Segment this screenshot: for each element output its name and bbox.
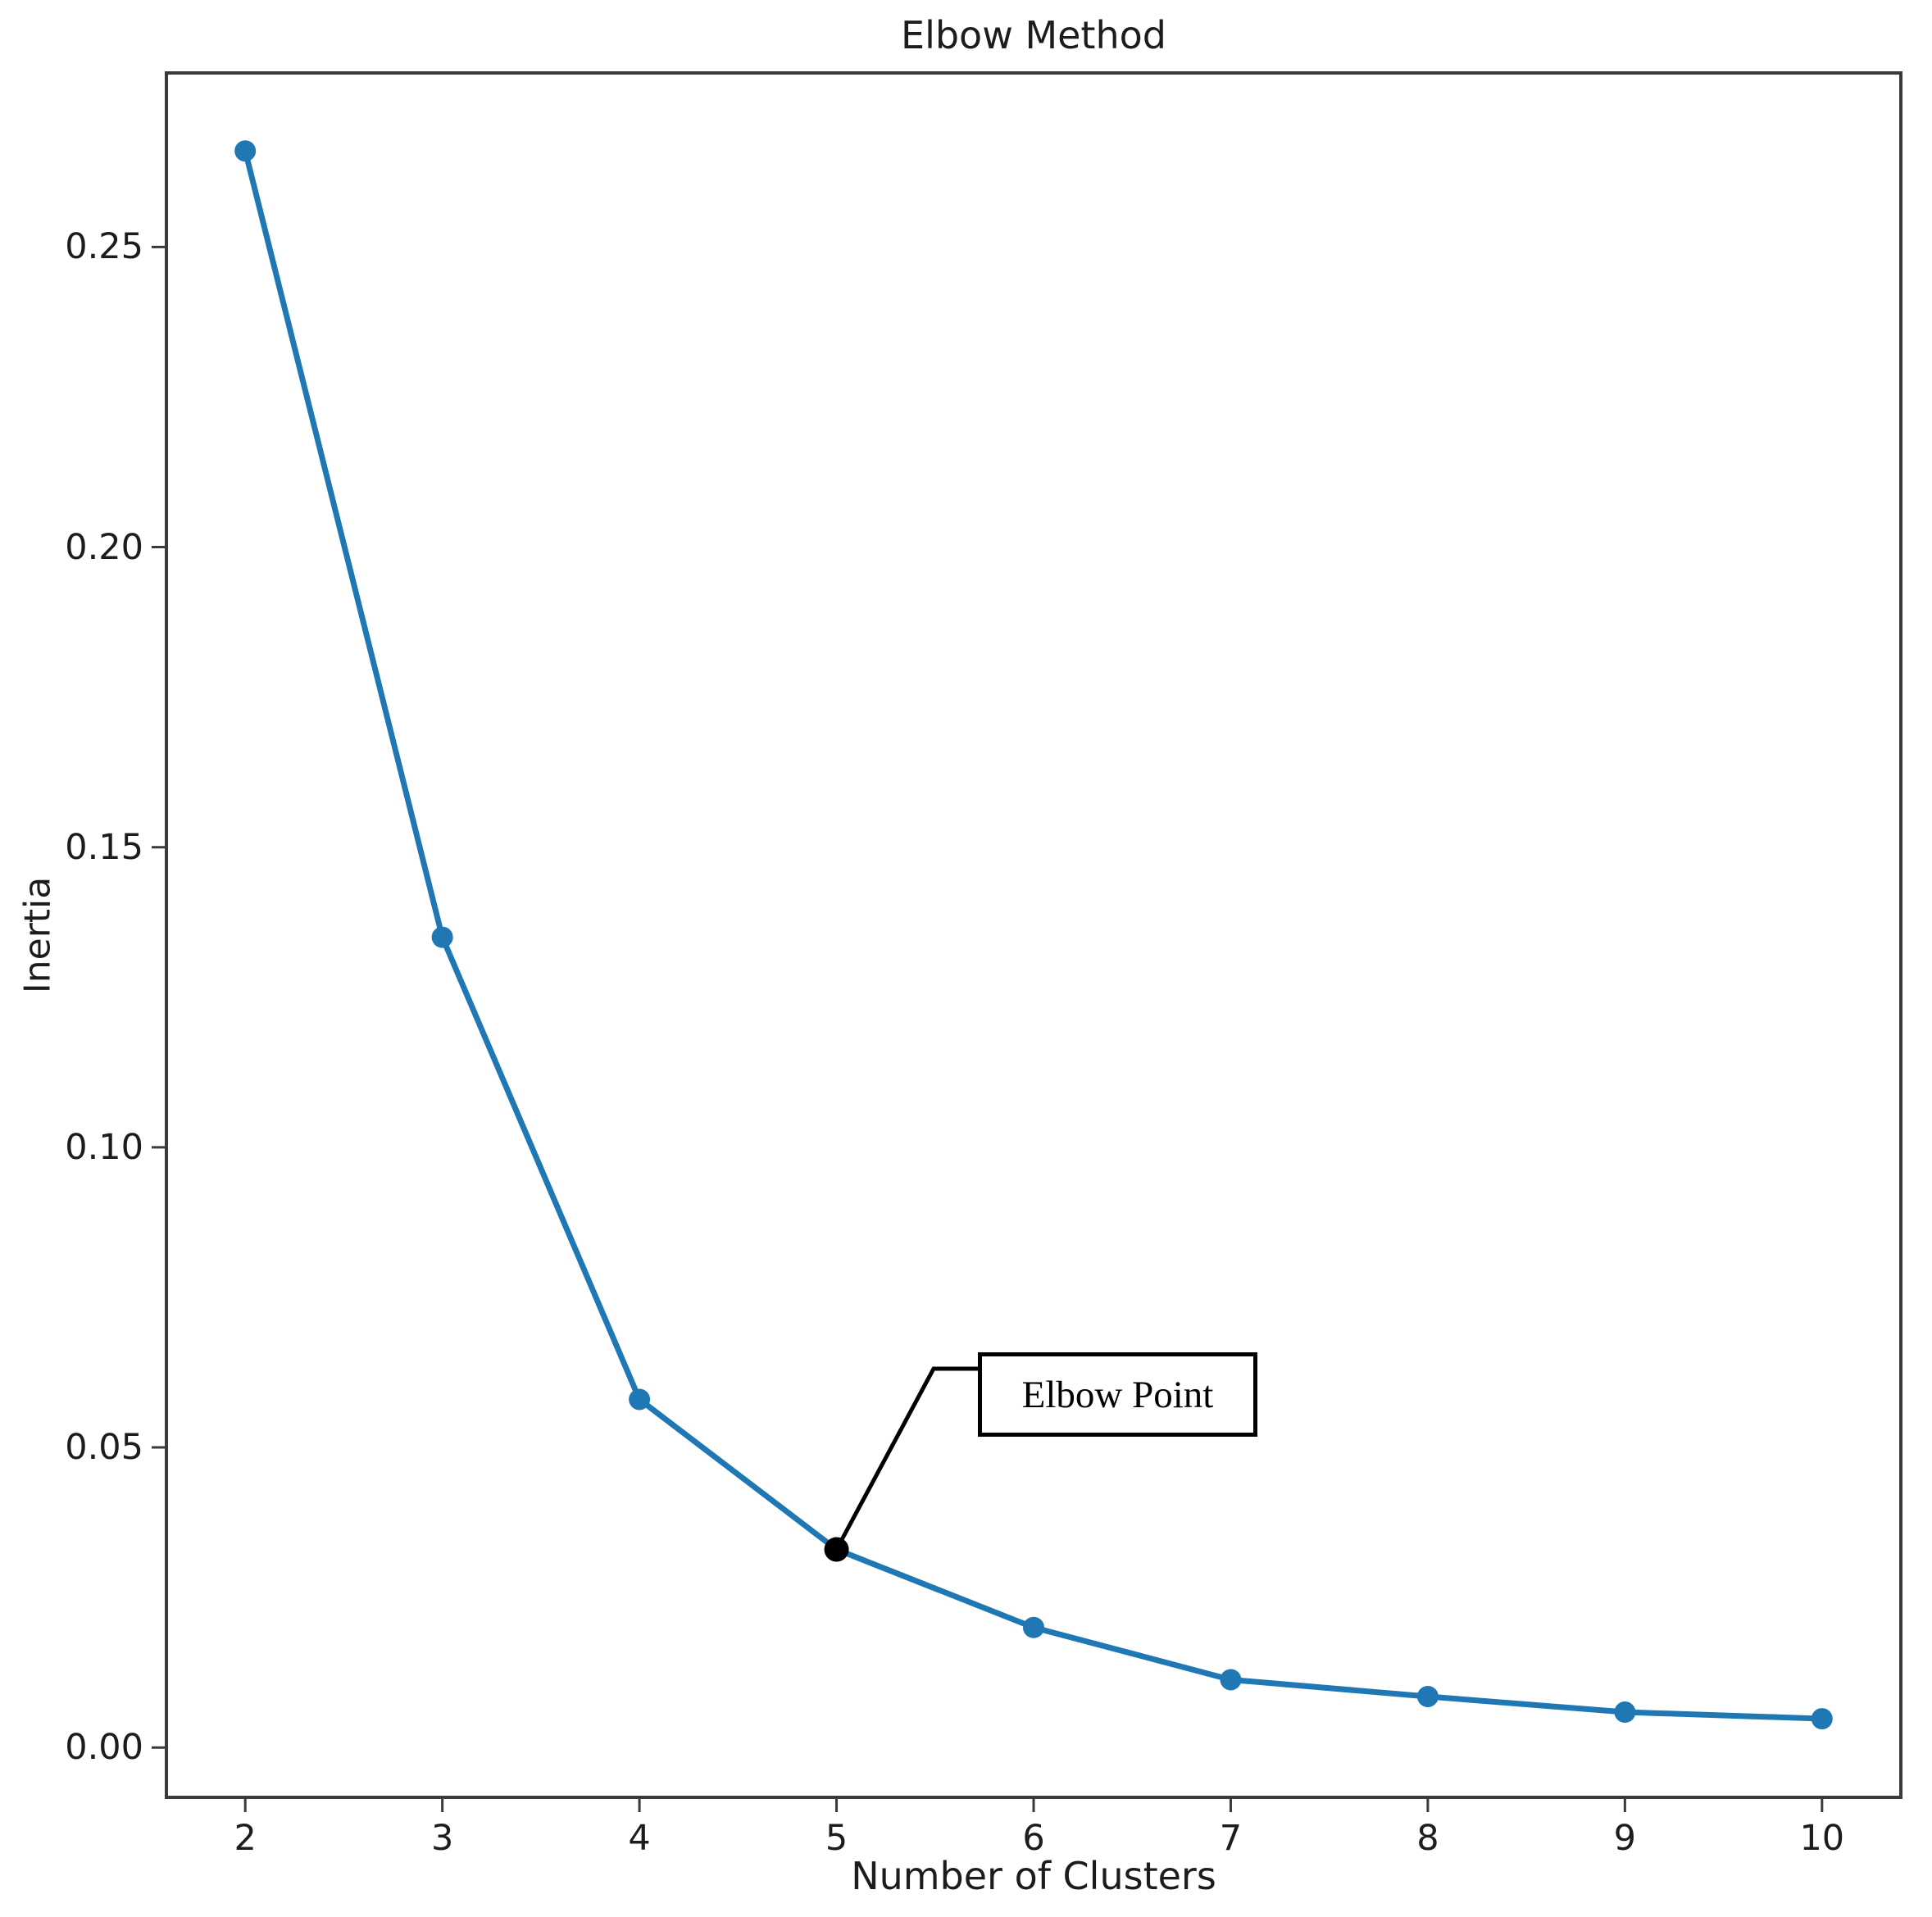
x-tick-label: 2	[234, 1818, 257, 1859]
y-tick-label: 0.05	[65, 1427, 143, 1469]
x-tick-label: 3	[430, 1818, 454, 1859]
x-tick-label: 8	[1416, 1818, 1439, 1859]
data-point	[629, 1388, 651, 1410]
x-tick-label: 5	[825, 1818, 848, 1859]
plot-frame	[165, 71, 1902, 1799]
y-axis-label: Inertia	[16, 876, 59, 994]
y-tick-label: 0.20	[65, 526, 143, 568]
x-tick-label: 4	[628, 1818, 651, 1859]
elbow-annotation-label: Elbow Point	[1021, 1373, 1214, 1416]
x-tick-label: 7	[1219, 1818, 1243, 1859]
x-axis-label: Number of Clusters	[851, 1854, 1216, 1898]
data-point	[234, 140, 257, 162]
chart-title: Elbow Method	[901, 13, 1166, 57]
x-tick-label: 10	[1799, 1818, 1845, 1859]
data-point	[1811, 1708, 1833, 1730]
data-point	[1220, 1669, 1242, 1691]
data-point	[1416, 1685, 1439, 1707]
y-tick-label: 0.10	[65, 1126, 143, 1168]
y-tick-label: 0.15	[65, 826, 143, 868]
annotation-leader-line	[834, 1366, 978, 1551]
y-tick-label: 0.00	[65, 1727, 143, 1769]
data-point	[1023, 1616, 1044, 1638]
y-tick-label: 0.25	[65, 226, 143, 268]
elbow-annotation-box: Elbow Point	[978, 1352, 1257, 1437]
x-tick-label: 6	[1022, 1818, 1045, 1859]
x-tick-label: 9	[1613, 1818, 1637, 1859]
data-point	[1614, 1701, 1636, 1724]
elbow-data-point	[824, 1537, 849, 1562]
data-point	[431, 926, 453, 948]
inertia-line	[242, 148, 1825, 1722]
